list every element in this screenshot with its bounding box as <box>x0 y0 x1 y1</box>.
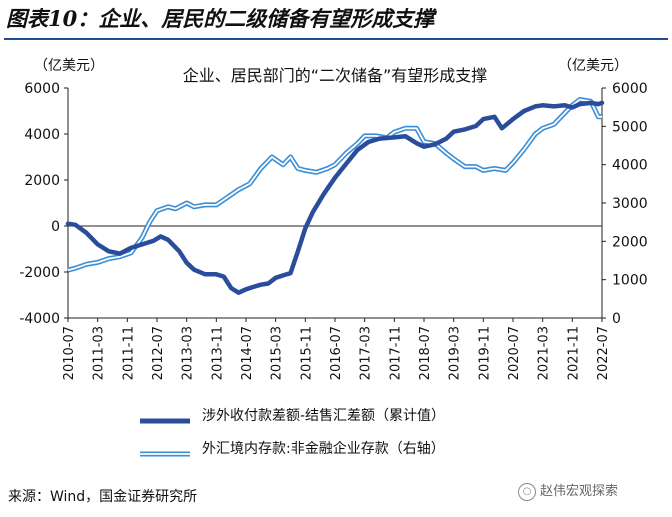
right-tick-label: 2000 <box>612 234 648 250</box>
x-tick-label: 2021-11 <box>566 326 581 380</box>
left-tick-label: 0 <box>51 219 60 235</box>
right-tick-label: 4000 <box>612 158 648 174</box>
legend-label: 外汇境内存款:非金融企业存款（右轴） <box>202 441 445 457</box>
right-tick-label: 5000 <box>612 119 648 135</box>
x-tick-label: 2019-11 <box>477 326 492 380</box>
x-tick-label: 2022-07 <box>596 326 611 380</box>
right-tick-label: 0 <box>612 311 621 327</box>
x-tick-label: 2020-07 <box>507 326 522 380</box>
x-tick-label: 2017-03 <box>359 326 374 380</box>
x-tick-label: 2016-07 <box>329 326 344 380</box>
x-tick-label: 2014-07 <box>240 326 255 380</box>
chart-axes <box>64 87 606 322</box>
right-unit-label: （亿美元） <box>558 58 628 74</box>
series-1-line <box>65 100 605 295</box>
series-2-inner-line <box>67 98 602 271</box>
x-tick-label: 2018-07 <box>418 326 433 380</box>
legend-item-series-2: 外汇境内存款:非金融企业存款（右轴） <box>140 438 660 460</box>
x-tick-label: 2017-11 <box>388 326 403 380</box>
x-tick-label: 2012-07 <box>151 326 166 380</box>
left-tick-label: 6000 <box>24 81 60 97</box>
x-tick-label: 2010-07 <box>62 326 77 380</box>
figure-title: 图表10：企业、居民的二级储备有望形成支撑 <box>6 6 435 31</box>
series-receipts-minus-fx-settlement <box>65 100 605 295</box>
right-tick-label: 3000 <box>612 196 648 212</box>
x-tick-label: 2021-03 <box>537 326 552 380</box>
chart-title: 企业、居民部门的“二次储备”有望形成支撑 <box>183 66 488 85</box>
x-tick-label: 2019-03 <box>448 326 463 380</box>
left-unit-label: （亿美元） <box>34 58 104 74</box>
left-tick-label: -2000 <box>19 265 60 281</box>
chart-labels: 6000 4000 2000 0 -2000 -4000 6000 5000 4000 3000 2… <box>19 58 647 380</box>
series-enterprise-deposits <box>67 97 602 273</box>
x-tick-label: 2015-11 <box>299 326 314 380</box>
right-tick-label: 1000 <box>612 273 648 289</box>
left-tick-label: 2000 <box>24 173 60 189</box>
watermark-text: 赵伟宏观探索 <box>540 484 619 499</box>
x-tick-label: 2013-11 <box>210 326 225 380</box>
right-tick-label: 6000 <box>612 81 648 97</box>
chart-plot: 6000 4000 2000 0 -2000 -4000 6000 5000 4000 3000 2… <box>19 58 647 380</box>
wechat-icon: ○ <box>518 482 536 501</box>
x-tick-label: 2015-03 <box>270 326 285 380</box>
source-note: 来源：Wind，国金证券研究所 <box>8 489 198 505</box>
x-tick-label: 2011-03 <box>92 326 107 380</box>
legend-label: 涉外收付款差额-结售汇差额（累计值） <box>202 408 446 424</box>
x-tick-label: 2011-11 <box>121 326 136 380</box>
x-tick-label: 2013-03 <box>181 326 196 380</box>
left-tick-label: 4000 <box>24 127 60 143</box>
watermark: ○ 赵伟宏观探索 <box>518 480 618 501</box>
legend-swatch-double-line <box>140 444 190 457</box>
left-tick-label: -4000 <box>19 311 60 327</box>
title-divider <box>4 38 668 40</box>
legend-item-series-1: 涉外收付款差额-结售汇差额（累计值） <box>140 405 660 427</box>
legend-swatch-thick-line <box>140 411 190 424</box>
